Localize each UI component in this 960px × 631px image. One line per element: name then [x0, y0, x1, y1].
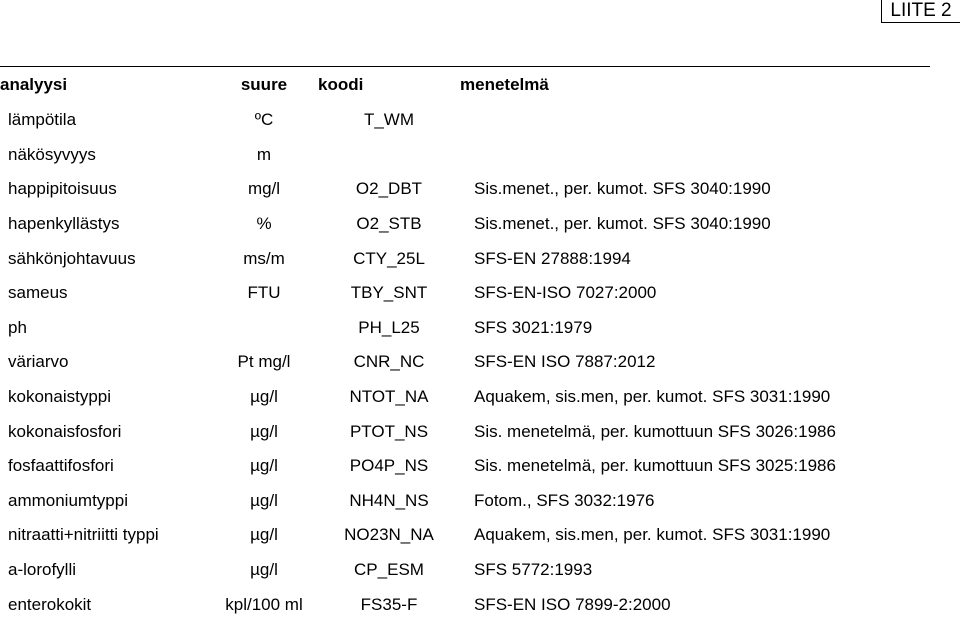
cell-menetelma — [460, 138, 930, 173]
analysis-table-container: analyysi suure koodi menetelmä lämpötila… — [0, 66, 930, 622]
cell-analyysi: happipitoisuus — [8, 179, 117, 199]
cell-suure: µg/l — [250, 560, 278, 580]
table-body: lämpötila ºC T_WM näkösyvyys m happipitoisuus… — [0, 103, 930, 622]
table-row: kokonaisfosfori µg/l PTOT_NS Sis. menetelmä… — [0, 414, 930, 449]
cell-analyysi: ammoniumtyppi — [8, 490, 128, 510]
table-row: ammoniumtyppi µg/l NH4N_NS Fotom., SFS 3032… — [0, 484, 930, 519]
cell-menetelma: SFS-EN-ISO 7027:2000 — [474, 283, 657, 303]
cell-menetelma: Sis.menet., per. kumot. SFS 3040:1990 — [474, 214, 771, 234]
cell-koodi: O2_DBT — [355, 179, 423, 199]
cell-menetelma: SFS-EN ISO 7899-2:2000 — [474, 594, 671, 614]
cell-menetelma: SFS 3021:1979 — [474, 317, 593, 337]
header-suure: suure — [240, 75, 288, 94]
cell-analyysi: kokonaistyppi — [8, 387, 112, 407]
cell-suure: ms/m — [243, 248, 285, 268]
cell-koodi: PTOT_NS — [349, 421, 429, 441]
cell-analyysi: enterokokit — [8, 594, 92, 614]
cell-suure: µg/l — [250, 421, 278, 441]
cell-analyysi: väriarvo — [8, 352, 69, 372]
header-analyysi: analyysi — [0, 75, 68, 94]
cell-suure: mg/l — [247, 179, 281, 199]
cell-suure: µg/l — [250, 490, 278, 510]
cell-menetelma: Aquakem, sis.men, per. kumot. SFS 3031:1… — [474, 387, 831, 407]
table-row: ph PH_L25 SFS 3021:1979 — [0, 311, 930, 346]
table-row: näkösyvyys m — [0, 138, 930, 173]
table-row: happipitoisuus mg/l O2_DBT Sis.menet., per.… — [0, 172, 930, 207]
table-header-row: analyysi suure koodi menetelmä — [0, 67, 930, 103]
cell-suure: µg/l — [250, 387, 278, 407]
cell-analyysi: kokonaisfosfori — [8, 421, 122, 441]
cell-suure: Pt mg/l — [237, 352, 291, 372]
table-row: väriarvo Pt mg/l CNR_NC SFS-EN ISO 7887:201… — [0, 345, 930, 380]
cell-koodi: O2_STB — [356, 214, 422, 234]
table-row: kokonaistyppi µg/l NTOT_NA Aquakem, sis.men… — [0, 380, 930, 415]
cell-analyysi: lämpötila — [8, 110, 77, 130]
cell-analyysi: fosfaattifosfori — [8, 456, 114, 476]
table-row: enterokokit kpl/100 ml FS35-F SFS-EN ISO 78… — [0, 587, 930, 622]
cell-koodi: PH_L25 — [358, 317, 420, 337]
cell-menetelma: Aquakem, sis.men, per. kumot. SFS 3031:1… — [474, 525, 831, 545]
cell-koodi: FS35-F — [360, 594, 418, 614]
cell-suure: kpl/100 ml — [225, 594, 303, 614]
cell-suure: µg/l — [250, 456, 278, 476]
table-row: a-lorofylli µg/l CP_ESM SFS 5772:1993 — [0, 553, 930, 588]
cell-menetelma: SFS-EN ISO 7887:2012 — [474, 352, 656, 372]
cell-menetelma: SFS 5772:1993 — [474, 560, 593, 580]
cell-koodi: CP_ESM — [354, 560, 424, 580]
cell-koodi: T_WM — [363, 110, 415, 130]
cell-koodi: CNR_NC — [353, 352, 425, 372]
cell-menetelma: Sis. menetelmä, per. kumottuun SFS 3025:… — [474, 456, 836, 476]
cell-suure: µg/l — [250, 525, 278, 545]
cell-menetelma — [460, 103, 930, 138]
header-koodi: koodi — [318, 75, 364, 94]
cell-koodi: TBY_SNT — [350, 283, 428, 303]
table-row: fosfaattifosfori µg/l PO4P_NS Sis. menetelm… — [0, 449, 930, 484]
appendix-label: LIITE 2 — [881, 0, 960, 23]
cell-suure: m — [256, 144, 272, 164]
cell-koodi: NO23N_NA — [344, 525, 434, 545]
table-row: sähkönjohtavuus ms/m CTY_25L SFS-EN 27888:1… — [0, 241, 930, 276]
cell-suure: ºC — [254, 110, 274, 130]
table-row: hapenkyllästys% O2_STB Sis.menet., per. ku… — [0, 207, 930, 242]
cell-menetelma: Sis.menet., per. kumot. SFS 3040:1990 — [474, 179, 771, 199]
cell-koodi — [318, 138, 460, 173]
cell-suure: % — [256, 214, 272, 234]
cell-koodi: PO4P_NS — [349, 456, 429, 476]
cell-koodi: NH4N_NS — [349, 490, 429, 510]
table-row: lämpötila ºC T_WM — [0, 103, 930, 138]
table-row: nitraatti+nitriitti typpi µg/l NO23N_NA Aqu… — [0, 518, 930, 553]
cell-analyysi: näkösyvyys — [8, 144, 96, 164]
cell-menetelma: Fotom., SFS 3032:1976 — [474, 490, 655, 510]
cell-koodi: NTOT_NA — [349, 387, 429, 407]
cell-menetelma: Sis. menetelmä, per. kumottuun SFS 3026:… — [474, 421, 836, 441]
table-top-rule — [0, 66, 930, 67]
cell-analyysi: nitraatti+nitriitti typpi — [8, 525, 159, 545]
cell-analyysi: sähkönjohtavuus — [8, 248, 136, 268]
cell-koodi: CTY_25L — [353, 248, 425, 268]
table-row: sameus FTU TBY_SNT SFS-EN-ISO 7027:2000 — [0, 276, 930, 311]
cell-analyysi: ph — [8, 317, 27, 337]
cell-menetelma: SFS-EN 27888:1994 — [474, 248, 631, 268]
cell-analyysi: a-lorofylli — [8, 560, 77, 580]
analysis-table: analyysi suure koodi menetelmä lämpötila… — [0, 67, 930, 622]
cell-analyysi: sameus — [8, 283, 68, 303]
cell-suure: FTU — [247, 283, 281, 303]
cell-analyysi: hapenkyllästys — [8, 214, 120, 234]
header-menetelma: menetelmä — [460, 75, 549, 94]
cell-suure — [210, 311, 318, 346]
